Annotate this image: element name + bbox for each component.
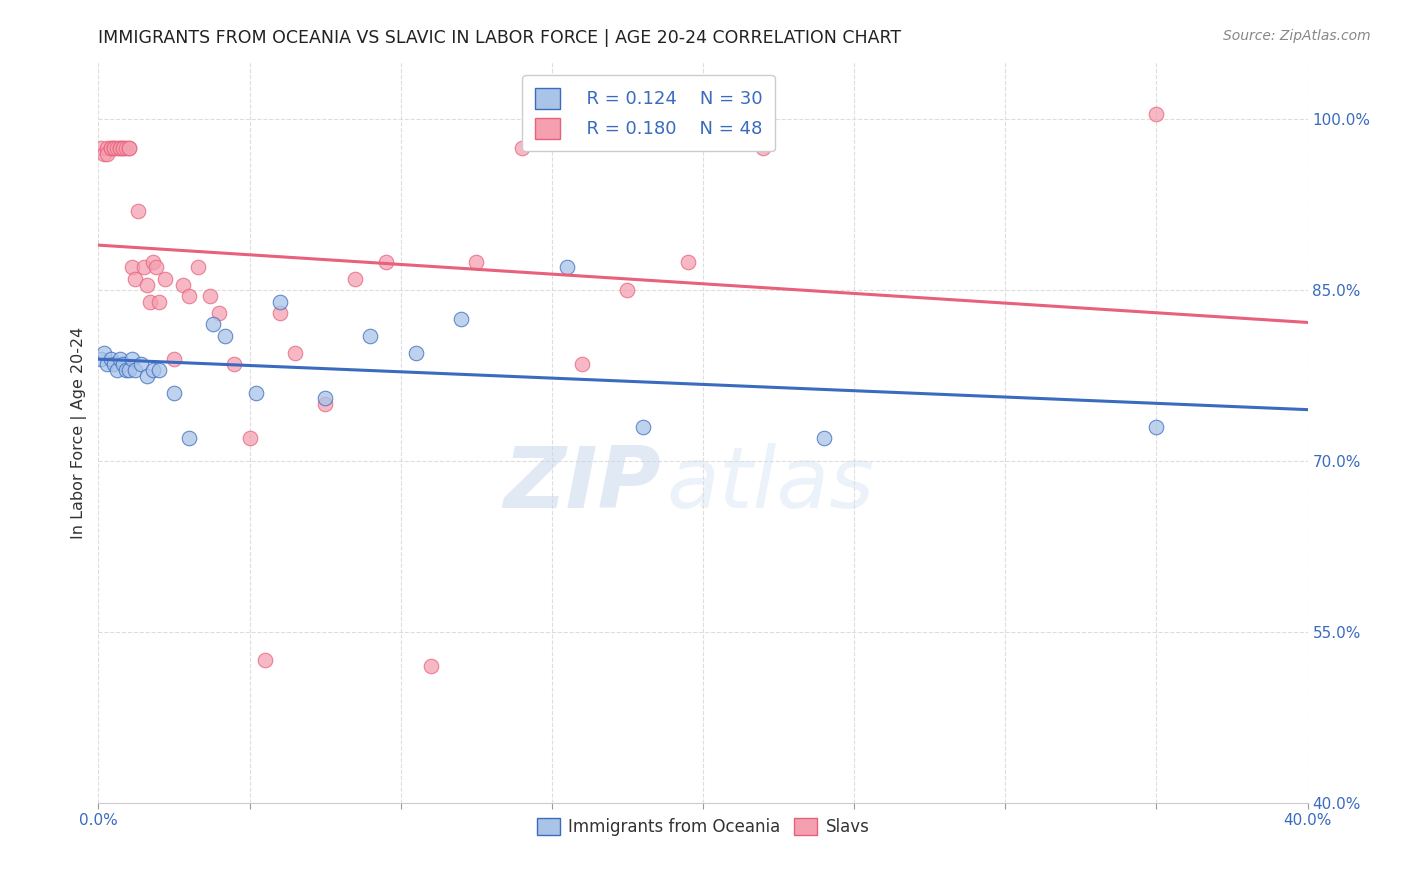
Point <box>1144 420 1167 434</box>
Point <box>124 272 146 286</box>
Point <box>245 385 267 400</box>
Point <box>124 363 146 377</box>
Point <box>132 260 155 275</box>
Point <box>360 328 382 343</box>
Point <box>96 141 118 155</box>
Point <box>90 141 112 155</box>
Point <box>269 306 291 320</box>
Point <box>118 141 141 155</box>
Point <box>103 141 125 155</box>
Point <box>93 146 115 161</box>
Point <box>1144 106 1167 120</box>
Point <box>135 277 157 292</box>
Point <box>127 203 149 218</box>
Point <box>100 141 122 155</box>
Point <box>139 294 162 309</box>
Point <box>752 141 775 155</box>
Point <box>676 254 699 268</box>
Point <box>103 141 125 155</box>
Point <box>344 272 367 286</box>
Legend: Immigrants from Oceania, Slavs: Immigrants from Oceania, Slavs <box>530 811 876 843</box>
Point <box>450 311 472 326</box>
Point <box>96 146 118 161</box>
Point <box>208 306 231 320</box>
Point <box>105 363 128 377</box>
Text: IMMIGRANTS FROM OCEANIA VS SLAVIC IN LABOR FORCE | AGE 20-24 CORRELATION CHART: IMMIGRANTS FROM OCEANIA VS SLAVIC IN LAB… <box>98 29 901 47</box>
Point <box>405 346 427 360</box>
Point <box>145 260 167 275</box>
Point <box>314 397 336 411</box>
Text: Source: ZipAtlas.com: Source: ZipAtlas.com <box>1223 29 1371 44</box>
Point <box>465 254 488 268</box>
Point <box>420 659 443 673</box>
Y-axis label: In Labor Force | Age 20-24: In Labor Force | Age 20-24 <box>72 326 87 539</box>
Point <box>108 351 131 366</box>
Point <box>118 141 141 155</box>
Point <box>200 289 222 303</box>
Point <box>616 283 638 297</box>
Point <box>148 294 170 309</box>
Point <box>111 141 134 155</box>
Point <box>121 351 143 366</box>
Point <box>179 289 201 303</box>
Point <box>100 351 122 366</box>
Point <box>105 141 128 155</box>
Point <box>103 357 125 371</box>
Point <box>314 392 336 406</box>
Point <box>269 294 291 309</box>
Point <box>374 254 396 268</box>
Point <box>111 357 134 371</box>
Text: ZIP: ZIP <box>503 443 661 526</box>
Text: atlas: atlas <box>666 443 875 526</box>
Point <box>253 653 276 667</box>
Point <box>187 260 209 275</box>
Point <box>114 141 136 155</box>
Point <box>239 431 262 445</box>
Point <box>214 328 236 343</box>
Point <box>111 141 134 155</box>
Point <box>224 357 246 371</box>
Point <box>813 431 835 445</box>
Point <box>108 141 131 155</box>
Point <box>510 141 533 155</box>
Point <box>118 363 141 377</box>
Point <box>555 260 578 275</box>
Point <box>163 351 186 366</box>
Point <box>153 272 176 286</box>
Point <box>114 363 136 377</box>
Point <box>179 431 201 445</box>
Point <box>631 420 654 434</box>
Point <box>100 141 122 155</box>
Point <box>142 254 165 268</box>
Point <box>284 346 307 360</box>
Point <box>135 368 157 383</box>
Point <box>96 357 118 371</box>
Point <box>142 363 165 377</box>
Point <box>90 351 112 366</box>
Point <box>93 346 115 360</box>
Point <box>108 141 131 155</box>
Point <box>202 318 225 332</box>
Point <box>121 260 143 275</box>
Point <box>571 357 593 371</box>
Point <box>163 385 186 400</box>
Point <box>172 277 194 292</box>
Point <box>129 357 152 371</box>
Point <box>148 363 170 377</box>
